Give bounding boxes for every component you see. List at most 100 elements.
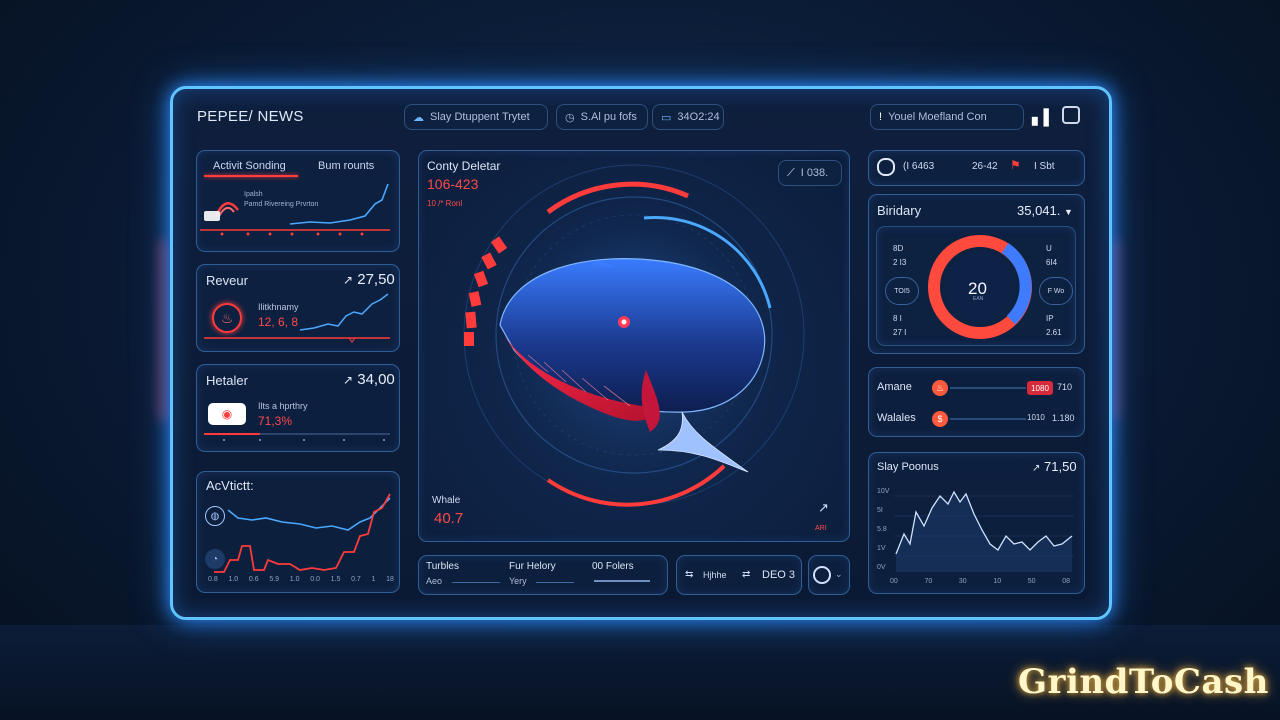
cloud-icon: ☁ — [413, 111, 424, 124]
toggle-icon[interactable] — [877, 158, 895, 176]
chevron-down-icon: ▼ — [1064, 207, 1073, 217]
activity-line-chart — [214, 493, 391, 573]
status-label-1: Hjhhe — [703, 570, 727, 580]
list-row-1-value: 710 — [1057, 382, 1073, 392]
header-pill-2[interactable]: ◷ S.Al pu fofs — [556, 104, 648, 130]
calendar-icon: ▭ — [661, 111, 672, 124]
whale-value: 40.7 — [434, 510, 464, 527]
revenue-sub: Ilitkhnamy — [258, 302, 299, 312]
list-row-2-value: 1.180 — [1052, 413, 1075, 423]
brand-title: PEPEE/ NEWS — [197, 108, 304, 125]
history-box — [418, 555, 668, 595]
trend-line-icon: ⟋ — [787, 166, 795, 179]
donut-left-pill: TOI5 — [885, 277, 919, 305]
status-label-2: DEO 3 — [762, 569, 796, 581]
tab-burn-rounts[interactable]: Bum rounts — [318, 160, 375, 172]
list-row-2-name: Walales — [877, 412, 916, 424]
header-pill-1[interactable]: ☁ Slay Dtuppent Trytet — [404, 104, 548, 130]
hetaler-value: 34,00 — [357, 371, 395, 388]
tab-activity[interactable]: Activit Sonding — [213, 160, 286, 172]
donut-left-labels-top: 8D 2 I3 — [893, 244, 907, 267]
list-panel — [868, 367, 1085, 437]
center-corner-label: ARI — [815, 525, 827, 532]
history-col1-sub: Aeo — [426, 576, 443, 586]
revenue-title: Reveur — [206, 273, 248, 288]
header-pill-1-label: Slay Dtuppent Trytet — [430, 111, 530, 123]
whale-label: Whale — [432, 495, 461, 506]
slay-title: Slay Poonus — [877, 461, 939, 473]
search-text: Youel Moefland Con — [888, 111, 987, 123]
mic-icon: ǃ — [879, 111, 883, 123]
activity-chart-panel — [196, 471, 400, 593]
history-col1-title: Turbles — [426, 561, 459, 572]
flag-icon: ⚑ — [1010, 158, 1021, 172]
gauge-icon: ◉ — [208, 403, 246, 425]
header-pill-2-label: S.Al pu fofs — [580, 111, 637, 123]
history-col2-title: Fur Helory — [509, 561, 556, 572]
expand-icon[interactable]: ↗ — [818, 500, 829, 515]
history-divider — [594, 580, 650, 582]
right-top-c: I Sbt — [1034, 161, 1055, 172]
donut-center-sub: EAN — [973, 296, 984, 302]
activity-panel — [196, 150, 400, 252]
clock-icon: ◷ — [565, 111, 575, 124]
trend-icon: ↗ — [1032, 463, 1041, 474]
slay-value: 71,50 — [1044, 459, 1077, 474]
hetaler-title: Hetaler — [206, 373, 248, 388]
activity-x-axis: 0.8 1.0 0.6 5.9 1.0 0.0 1.5 0.7 1 18 — [208, 576, 394, 583]
slay-line-chart — [894, 490, 1074, 572]
chevron-down-icon[interactable]: ⌄ — [835, 569, 843, 579]
slay-value-row: ↗ 71,50 — [1032, 459, 1077, 474]
whale-visual — [463, 164, 805, 507]
note-title: Ipalsh — [244, 191, 263, 198]
history-col2-sub: Yery — [509, 576, 527, 586]
search-input[interactable]: ǃ Youel Moefland Con — [870, 104, 1024, 130]
list-row-2-badge: 1010 — [1027, 413, 1045, 422]
frame-glow — [1110, 240, 1118, 420]
grid-icon[interactable] — [1062, 106, 1080, 124]
chart-icon: ◔ — [205, 549, 225, 569]
list-row-1-badge: 1080 — [1027, 381, 1053, 395]
activity-mini-chart — [200, 183, 390, 236]
active-tab-indicator — [204, 175, 298, 177]
revenue-amount: 12, 6, 8 — [258, 315, 299, 329]
power-icon[interactable] — [813, 566, 831, 584]
list-row-2-bar — [950, 418, 1026, 420]
hetaler-amount: 71,3% — [258, 414, 293, 428]
right-top-bar — [868, 150, 1085, 186]
stats-icon[interactable]: ▖▌ — [1032, 109, 1055, 126]
swap-icon: ⇄ — [742, 569, 751, 580]
donut-right-pill: F Wo — [1039, 277, 1073, 305]
donut-title: Biridary — [877, 203, 922, 218]
history-divider — [452, 582, 500, 583]
center-badge[interactable]: ⟋ I 038. — [778, 160, 842, 186]
frame-glow — [160, 240, 168, 420]
donut-right-labels-bottom: IP 2.61 — [1046, 314, 1062, 337]
center-badge-label: I 038. — [800, 167, 829, 179]
swap-icon: ⇆ — [685, 569, 694, 580]
right-top-a: (I 6463 — [903, 161, 935, 172]
donut-value: 35,041. — [1017, 203, 1061, 218]
donut-center-value: 20 — [968, 279, 987, 298]
revenue-chart — [204, 293, 390, 343]
hetaler-value-row: ↗ 34,00 — [343, 371, 395, 388]
center-title: Conty Deletar — [427, 159, 501, 173]
center-sub: 10 /* Ronl — [427, 199, 463, 208]
list-row-1-bar — [950, 387, 1026, 389]
hetaler-scale — [204, 433, 390, 441]
background-floor — [0, 625, 1280, 720]
right-top-b: 26-42 — [972, 161, 998, 172]
globe-icon: ◍ — [205, 506, 225, 526]
history-col3-title: 00 Folers — [592, 561, 634, 572]
activity-chart-title: AcVtictt: — [206, 478, 254, 493]
history-divider — [536, 582, 574, 583]
slay-y-axis: 10V 5I 5.8 1V 0V — [877, 488, 890, 571]
revenue-value: 27,50 — [357, 271, 395, 288]
hetaler-sub: Ilts a hprthry — [258, 401, 308, 411]
donut-value-row[interactable]: 35,041. ▼ — [1017, 203, 1073, 218]
donut-right-labels-top: U 6I4 — [1046, 244, 1058, 267]
watermark-text: GrindToCash — [1018, 662, 1269, 702]
note-subtitle: Pamd Rivereing Prvrton — [244, 201, 319, 208]
trend-icon: ↗ — [343, 373, 354, 387]
header-pill-3[interactable]: ▭ 34O2:24 — [652, 104, 724, 130]
